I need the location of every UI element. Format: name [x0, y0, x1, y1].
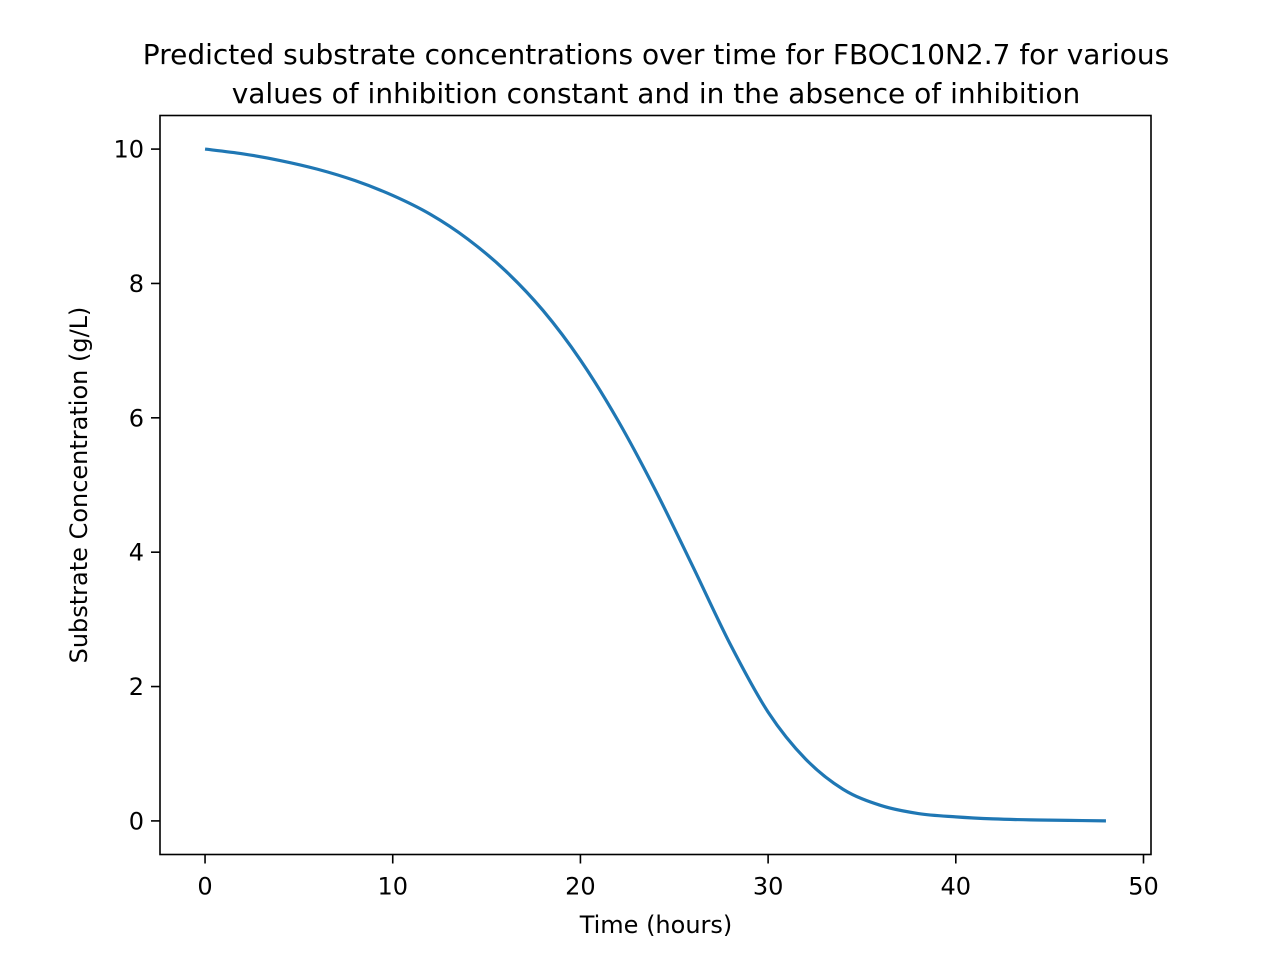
chart-title-line-1: Predicted substrate concentrations over … — [143, 38, 1169, 71]
x-axis-label: Time (hours) — [579, 911, 733, 939]
y-tick-label: 6 — [129, 404, 144, 432]
x-tick-label: 0 — [197, 873, 212, 901]
series-line — [204, 147, 1106, 823]
y-tick-label: 10 — [113, 136, 144, 164]
plot-area-frame — [159, 114, 1152, 856]
y-tick-label: 4 — [129, 539, 144, 567]
x-tick-label: 40 — [941, 873, 972, 901]
y-tick-label: 2 — [129, 673, 144, 701]
chart-title-line-2: values of inhibition constant and in the… — [232, 77, 1081, 110]
series-layer — [204, 147, 1106, 823]
x-tick-label: 30 — [753, 873, 784, 901]
chart-title: Predicted substrate concentrations over … — [143, 38, 1169, 110]
y-tick-label: 0 — [129, 807, 144, 835]
x-axis-ticks: 0 10 20 30 40 50 — [197, 854, 1159, 901]
x-tick-label: 50 — [1128, 873, 1159, 901]
x-tick-label: 20 — [565, 873, 596, 901]
x-tick-label: 10 — [377, 873, 408, 901]
y-axis-label: Substrate Concentration (g/L) — [65, 307, 93, 664]
y-tick-label: 8 — [129, 270, 144, 298]
y-axis-ticks: 0 2 4 6 8 10 — [113, 136, 160, 835]
